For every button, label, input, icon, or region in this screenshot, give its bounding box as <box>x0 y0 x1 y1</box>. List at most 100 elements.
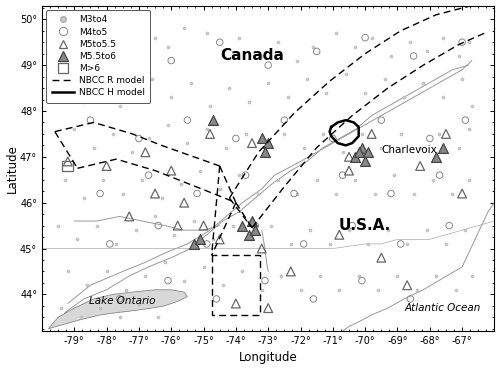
Point <box>102 163 110 169</box>
Point <box>164 44 172 50</box>
Point <box>310 296 318 302</box>
Point <box>245 232 253 238</box>
Point <box>219 282 227 288</box>
Point <box>416 163 424 169</box>
Point <box>287 269 295 275</box>
Point <box>112 241 120 247</box>
Point <box>209 117 217 123</box>
Point <box>387 53 395 59</box>
Point <box>164 122 172 128</box>
Point <box>319 131 327 137</box>
Point <box>238 223 246 229</box>
Point <box>245 99 253 105</box>
Point <box>64 269 72 275</box>
Point <box>228 223 236 229</box>
Point <box>86 117 94 123</box>
Point <box>132 227 140 233</box>
Point <box>184 117 192 123</box>
Point <box>203 127 211 132</box>
Point <box>151 213 159 219</box>
Point <box>406 296 414 302</box>
Point <box>83 58 91 64</box>
Point <box>118 44 126 50</box>
Point <box>345 227 353 233</box>
Point <box>455 145 463 151</box>
Point <box>161 259 169 265</box>
Point <box>258 287 266 293</box>
Point <box>403 282 411 288</box>
Point <box>209 236 217 242</box>
Point <box>167 58 175 64</box>
Point <box>296 287 304 293</box>
Point <box>406 39 414 45</box>
Point <box>222 145 230 151</box>
Point <box>148 76 156 82</box>
Point <box>280 117 288 123</box>
Point <box>186 81 194 87</box>
Point <box>158 195 166 201</box>
Point <box>455 53 463 59</box>
Point <box>128 149 136 155</box>
Point <box>252 223 260 229</box>
Point <box>464 39 472 45</box>
Point <box>261 278 269 283</box>
Point <box>80 195 88 201</box>
Point <box>400 94 408 100</box>
Point <box>332 30 340 36</box>
Point <box>361 35 369 41</box>
Point <box>144 135 152 141</box>
Point <box>426 135 434 141</box>
Point <box>64 158 72 164</box>
Point <box>332 191 340 196</box>
Point <box>410 191 418 196</box>
Point <box>422 227 430 233</box>
Point <box>336 287 344 293</box>
Point <box>190 218 198 224</box>
Point <box>274 39 282 45</box>
Point <box>96 305 104 311</box>
Point <box>368 131 376 137</box>
Point <box>264 140 272 146</box>
Point <box>196 236 204 242</box>
Point <box>384 227 392 233</box>
Point <box>432 273 440 279</box>
Point <box>154 223 162 229</box>
Point <box>345 154 353 160</box>
Point <box>436 172 444 178</box>
Point <box>268 223 276 229</box>
Point <box>90 145 98 151</box>
Point <box>354 273 362 279</box>
Point <box>303 76 311 82</box>
Point <box>371 191 379 196</box>
Point <box>338 149 346 155</box>
Point <box>142 273 150 279</box>
Text: Atlantic Ocean: Atlantic Ocean <box>404 303 481 313</box>
Point <box>458 191 466 196</box>
Point <box>102 269 110 275</box>
Point <box>235 172 243 178</box>
Point <box>258 135 266 141</box>
Point <box>358 145 366 151</box>
Point <box>410 53 418 59</box>
Point <box>177 181 185 187</box>
Point <box>80 99 88 105</box>
Point <box>93 223 101 229</box>
Point <box>248 140 256 146</box>
Point <box>287 241 295 247</box>
Point <box>413 287 421 293</box>
Point <box>468 273 476 279</box>
Point <box>60 177 68 183</box>
Point <box>144 172 152 178</box>
Y-axis label: Latitude: Latitude <box>6 144 18 193</box>
Point <box>170 232 178 238</box>
Point <box>100 177 108 183</box>
Point <box>200 264 207 270</box>
Point <box>254 191 262 196</box>
Point <box>64 85 72 91</box>
Point <box>422 48 430 54</box>
Point <box>258 53 266 59</box>
Point <box>232 300 240 306</box>
Point <box>67 35 75 41</box>
Point <box>352 44 360 50</box>
Point <box>219 48 227 54</box>
